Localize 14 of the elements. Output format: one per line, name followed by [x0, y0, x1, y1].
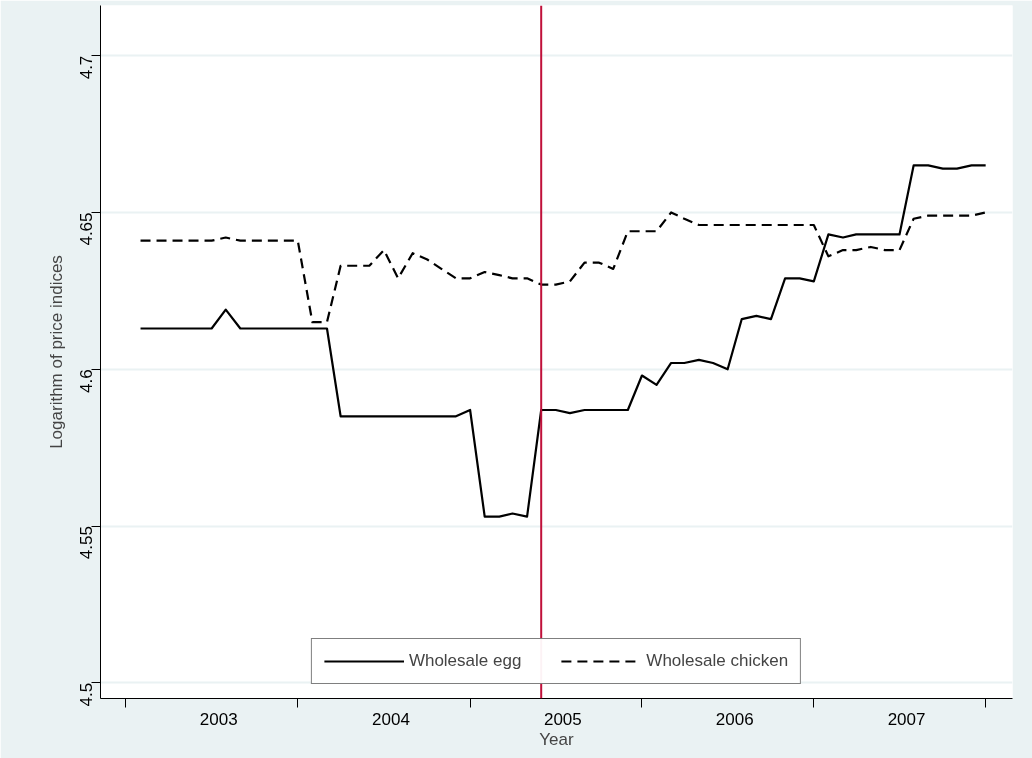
x-tick-label: 2007 [887, 709, 926, 729]
x-tick-label: 2006 [715, 709, 754, 729]
y-tick-label: 4.65 [77, 212, 97, 246]
legend-label: Wholesale egg [408, 651, 522, 671]
legend-label: Wholesale chicken [646, 651, 789, 671]
y-tick-label: 4.5 [77, 682, 97, 707]
y-tick-label: 4.55 [77, 526, 97, 560]
x-tick-label: 2004 [372, 709, 410, 729]
y-axis-title: Logarithm of price indices [46, 255, 66, 449]
x-axis-title: Year [539, 729, 575, 749]
x-tick-label: 2005 [543, 709, 582, 729]
x-tick-label: 2003 [199, 709, 238, 729]
y-tick-label: 4.7 [77, 55, 97, 80]
y-tick-label: 4.6 [77, 369, 97, 393]
